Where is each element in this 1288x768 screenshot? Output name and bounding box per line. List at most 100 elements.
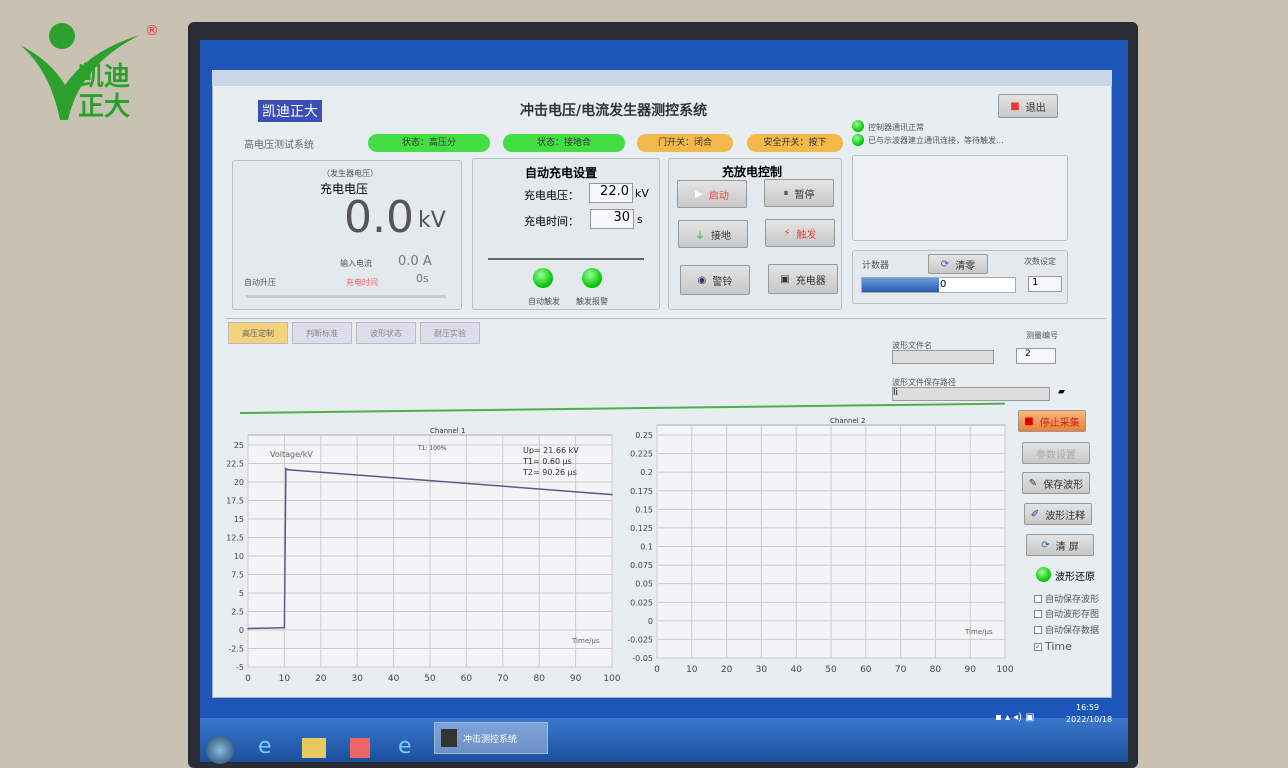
divider	[488, 258, 644, 260]
data-point	[611, 493, 613, 496]
measurement-annotation: T1= 0.60 μs	[522, 457, 572, 466]
measurement-annotation: T2= 90.26 μs	[522, 468, 577, 477]
y-tick-label: 17.5	[226, 497, 244, 506]
y-tick-label: -5	[236, 663, 244, 672]
y-tick-label: -0.05	[632, 654, 653, 663]
system-subtitle: 高电压测试系统	[244, 140, 314, 151]
x-tick-label: 60	[860, 665, 872, 675]
auto-trigger-label: 自动触发	[528, 297, 560, 306]
time-label: 充电时间	[346, 278, 378, 287]
tray-icons[interactable]: ▪ ▴ ◂) ▣	[995, 712, 1035, 723]
status-badge-hv: 状态：高压分	[368, 134, 490, 152]
checkbox-checked[interactable]: ✓	[1034, 642, 1042, 651]
checkbox-auto-save-data[interactable]: 自动保存数据	[1034, 623, 1099, 636]
x-tick-label: 80	[533, 674, 545, 684]
checkbox-label: 自动保存数据	[1045, 626, 1100, 636]
save-label: 保存波形	[1043, 479, 1084, 491]
tab-hv-custom[interactable]: 高压定制	[228, 322, 288, 344]
current-unit: A	[422, 254, 432, 269]
checkbox[interactable]	[1034, 625, 1042, 634]
count-set-input[interactable]: 1	[1028, 276, 1062, 292]
clear-counter-button[interactable]: ⟳ 清零	[928, 254, 988, 274]
x-tick-label: 80	[930, 665, 942, 675]
start-button[interactable]: ▶ 启动	[677, 180, 747, 208]
trigger-alarm-label: 触发报警	[576, 297, 608, 306]
y-tick-label: 0	[239, 626, 244, 635]
auto-charge-title: 自动充电设置	[525, 166, 598, 180]
checkbox[interactable]	[1034, 594, 1042, 603]
checkbox-label: 自动保存波形	[1045, 595, 1100, 605]
clock-date[interactable]: 2022/10/18	[1066, 715, 1113, 724]
media-player-icon[interactable]	[350, 738, 370, 758]
clear-label: 清零	[955, 260, 976, 272]
folder-icon[interactable]: ▰	[1058, 387, 1065, 397]
svg-text:®: ®	[145, 23, 159, 39]
x-axis-label: Time/μs	[964, 628, 993, 636]
folder-icon[interactable]	[302, 738, 326, 758]
tab-waveform-state[interactable]: 波形状态	[356, 322, 416, 344]
path-input[interactable]: li	[892, 387, 1050, 401]
annotate-label: 波形注释	[1045, 510, 1086, 522]
message: 已与示波器建立通讯连接，等待触发...	[868, 136, 1004, 145]
charge-voltage-unit: kV	[635, 187, 649, 200]
window-titlebar	[212, 70, 1112, 86]
stop-acquisition-button[interactable]: ■ 停止采集	[1018, 410, 1086, 432]
svg-text:正大: 正大	[78, 92, 130, 120]
checkbox-auto-save-waveform[interactable]: 自动保存波形	[1034, 592, 1099, 605]
stop-label: 停止采集	[1039, 417, 1080, 429]
charge-voltage-input[interactable]: 22.0	[589, 183, 633, 203]
tab-criteria[interactable]: 判断标准	[292, 322, 352, 344]
charger-button[interactable]: ▣ 充电器	[768, 264, 838, 294]
x-tick-label: 100	[603, 674, 620, 684]
checkbox-time[interactable]: ✓ Time	[1034, 640, 1072, 653]
clear-screen-label: 清 屏	[1055, 541, 1079, 553]
checkbox[interactable]	[1034, 609, 1042, 618]
count-set-label: 次数设定	[1024, 257, 1056, 266]
clear-screen-button[interactable]: ⟳ 清 屏	[1026, 534, 1094, 556]
refresh-icon: ⟳	[940, 258, 950, 270]
file-name-input[interactable]	[892, 350, 994, 364]
y-tick-label: 0.05	[635, 580, 653, 589]
charge-control-title: 充放电控制	[722, 165, 783, 179]
clock-time[interactable]: 16:59	[1076, 703, 1100, 712]
y-tick-label: 10	[234, 552, 244, 561]
x-tick-label: 40	[388, 674, 400, 684]
pause-label: 暂停	[794, 189, 815, 201]
parameter-settings-button[interactable]: 参数设置	[1022, 442, 1090, 464]
exit-button[interactable]: ■ 退出	[998, 94, 1058, 118]
data-point	[285, 467, 287, 470]
y-tick-label: 0.075	[630, 561, 653, 570]
trigger-button[interactable]: ⚡ 触发	[765, 219, 835, 247]
voltage-unit: kV	[418, 208, 446, 233]
counter-value: 0	[940, 279, 947, 290]
start-button[interactable]	[206, 736, 234, 764]
y-tick-label: 7.5	[231, 571, 244, 580]
checkbox-auto-save-image[interactable]: 自动波形存图	[1034, 607, 1099, 620]
chart-title: Channel 1	[430, 427, 465, 435]
play-icon: ▶	[695, 188, 703, 200]
readout-label: 充电电压	[320, 182, 369, 196]
current-label: 输入电流	[340, 259, 372, 268]
time-unit: s	[423, 272, 429, 285]
index-input[interactable]: 2	[1016, 348, 1056, 364]
y-tick-label: 0.1	[640, 543, 653, 552]
trigger-label: 触发	[796, 229, 817, 241]
pause-button[interactable]: ⏸ 暂停	[764, 179, 834, 207]
checkbox-label: Time	[1045, 640, 1072, 653]
x-tick-label: 50	[424, 674, 436, 684]
alarm-button[interactable]: ◉ 警铃	[680, 265, 750, 295]
svg-text:凯迪: 凯迪	[78, 62, 130, 92]
readout-caption: （发生器电压）	[322, 169, 378, 178]
ie-icon[interactable]: e	[398, 734, 412, 759]
annotate-button[interactable]: ✐ 波形注释	[1024, 503, 1092, 525]
x-tick-label: 100	[996, 665, 1013, 675]
charge-voltage-label: 充电电压：	[524, 189, 579, 202]
ground-button[interactable]: ⏚ 接地	[678, 220, 748, 248]
ie-icon[interactable]: e	[258, 734, 272, 759]
tab-withstand-test[interactable]: 耐压实验	[420, 322, 480, 344]
save-waveform-button[interactable]: ✎ 保存波形	[1022, 472, 1090, 494]
charge-time-input[interactable]: 30	[590, 209, 634, 229]
taskbar-app-button[interactable]: 冲击测控系统	[434, 722, 548, 754]
data-point	[283, 626, 286, 629]
